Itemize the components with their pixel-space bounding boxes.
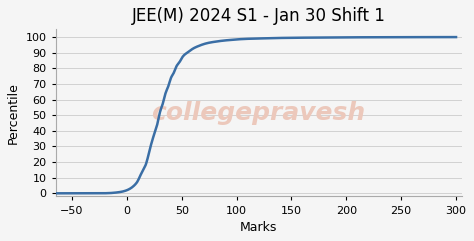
Title: JEE(M) 2024 S1 - Jan 30 Shift 1: JEE(M) 2024 S1 - Jan 30 Shift 1 [132,7,385,25]
X-axis label: Marks: Marks [240,221,277,234]
Text: collegepravesh: collegepravesh [152,101,365,125]
Y-axis label: Percentile: Percentile [7,82,20,144]
